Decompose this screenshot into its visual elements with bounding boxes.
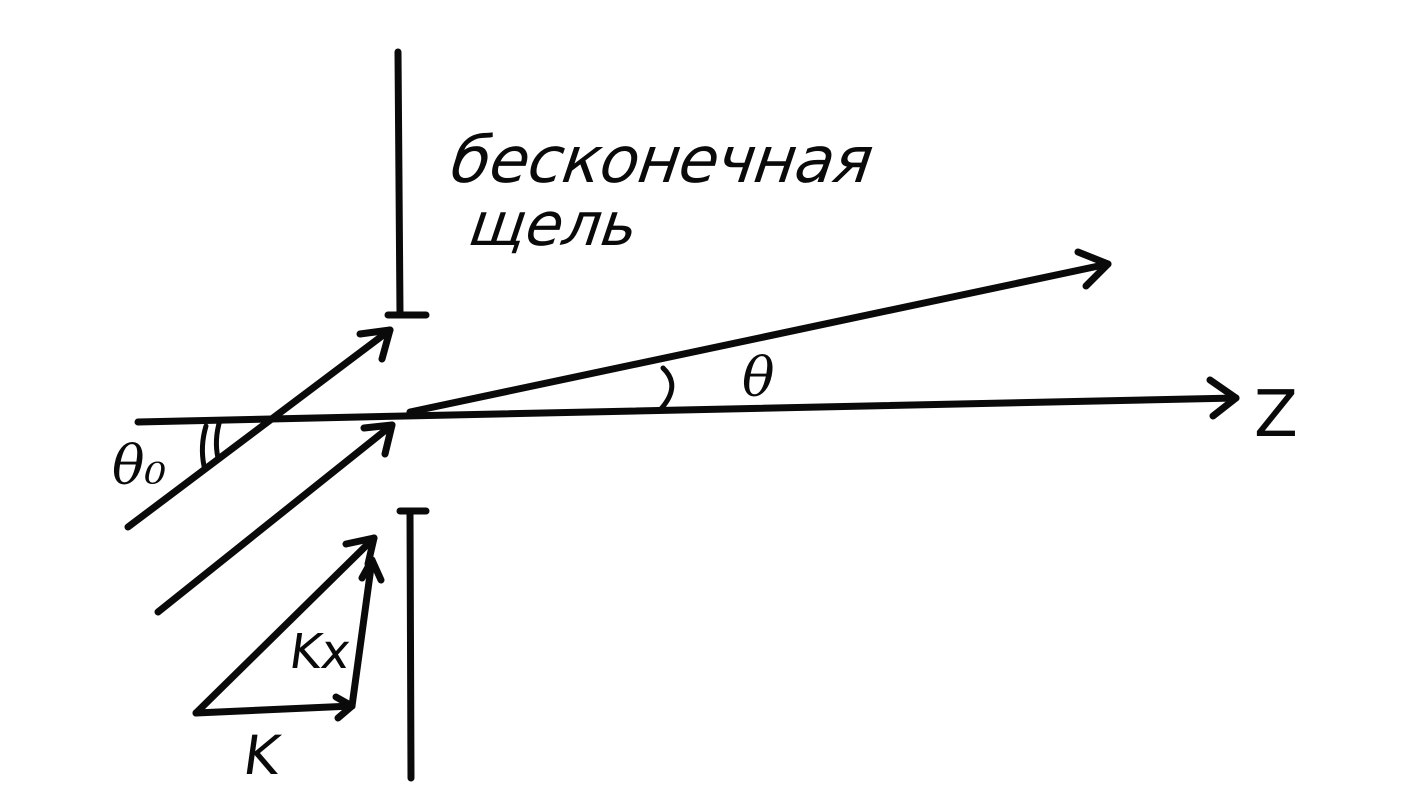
z-axis-label: Z — [1254, 378, 1298, 452]
theta0-angle-label: θ₀ — [112, 434, 167, 497]
vector-k-line — [192, 702, 356, 717]
vector-kx-line — [348, 556, 376, 710]
incident-ray-upper-arrowhead — [356, 326, 394, 363]
vector-total-line — [192, 534, 378, 717]
z-axis-line — [134, 394, 1240, 426]
theta-angle-label: θ — [742, 346, 775, 409]
upper-screen-wall — [394, 48, 404, 318]
lower-screen-wall — [406, 508, 415, 782]
diffracted-ray-arrowhead — [1074, 248, 1112, 290]
theta0-angle-arc-2 — [213, 417, 223, 461]
vector-total-arrowhead — [342, 534, 378, 568]
slit-label-line2: щель — [465, 190, 643, 260]
incident-ray-lower-arrowhead — [360, 421, 396, 458]
slit-label-line1: бесконечная — [446, 124, 877, 198]
incident-ray-lower — [154, 421, 396, 616]
diffracted-ray — [406, 260, 1112, 416]
vector-kx-label: Kx — [286, 624, 354, 680]
theta0-angle-arc-1 — [199, 423, 209, 469]
z-axis-arrowhead — [1206, 376, 1240, 420]
incident-ray-upper — [124, 326, 394, 531]
theta-angle-arc — [657, 365, 675, 413]
